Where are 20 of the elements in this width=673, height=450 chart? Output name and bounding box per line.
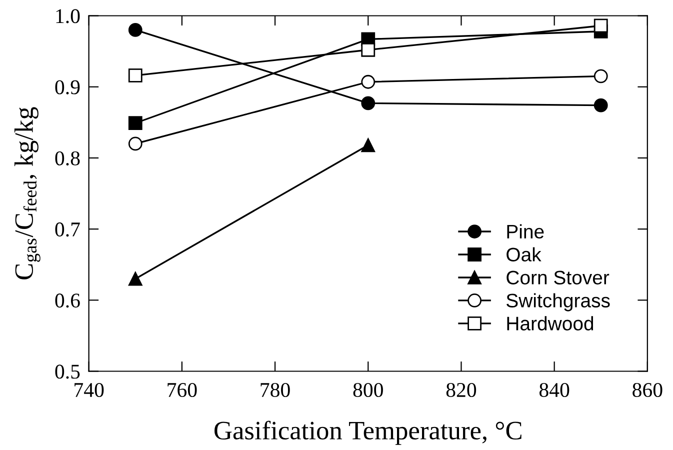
y-tick-label: 1.0 — [56, 9, 80, 24]
x-tick-label: 820 — [446, 382, 476, 398]
x-tick-label: 800 — [353, 382, 383, 398]
y-tick-label: 0.8 — [55, 151, 80, 166]
y-axis-title: C$_{gas}$/C$_{feed}$, kg/kg — [14, 107, 40, 280]
legend-label: Hardwood — [507, 316, 594, 330]
legend-label: Oak — [506, 247, 542, 262]
legend-label: Corn Stover — [506, 270, 610, 284]
x-tick-label: 760 — [168, 382, 197, 398]
x-tick-label: 860 — [632, 382, 662, 398]
x-tick-label: 840 — [539, 382, 570, 398]
legend-label: Switchgrass — [506, 293, 610, 312]
legend-label: Pine — [507, 224, 544, 239]
y-tick-label: 0.9 — [55, 80, 80, 94]
y-tick-label: 0.6 — [55, 294, 80, 308]
x-tick-label: 740 — [74, 382, 104, 398]
x-tick-label: 780 — [260, 382, 290, 398]
y-tick-label: 0.7 — [55, 222, 80, 237]
y-tick-label: 0.5 — [55, 364, 80, 379]
x-axis-title: Gasification Temperature, °C — [214, 420, 522, 445]
